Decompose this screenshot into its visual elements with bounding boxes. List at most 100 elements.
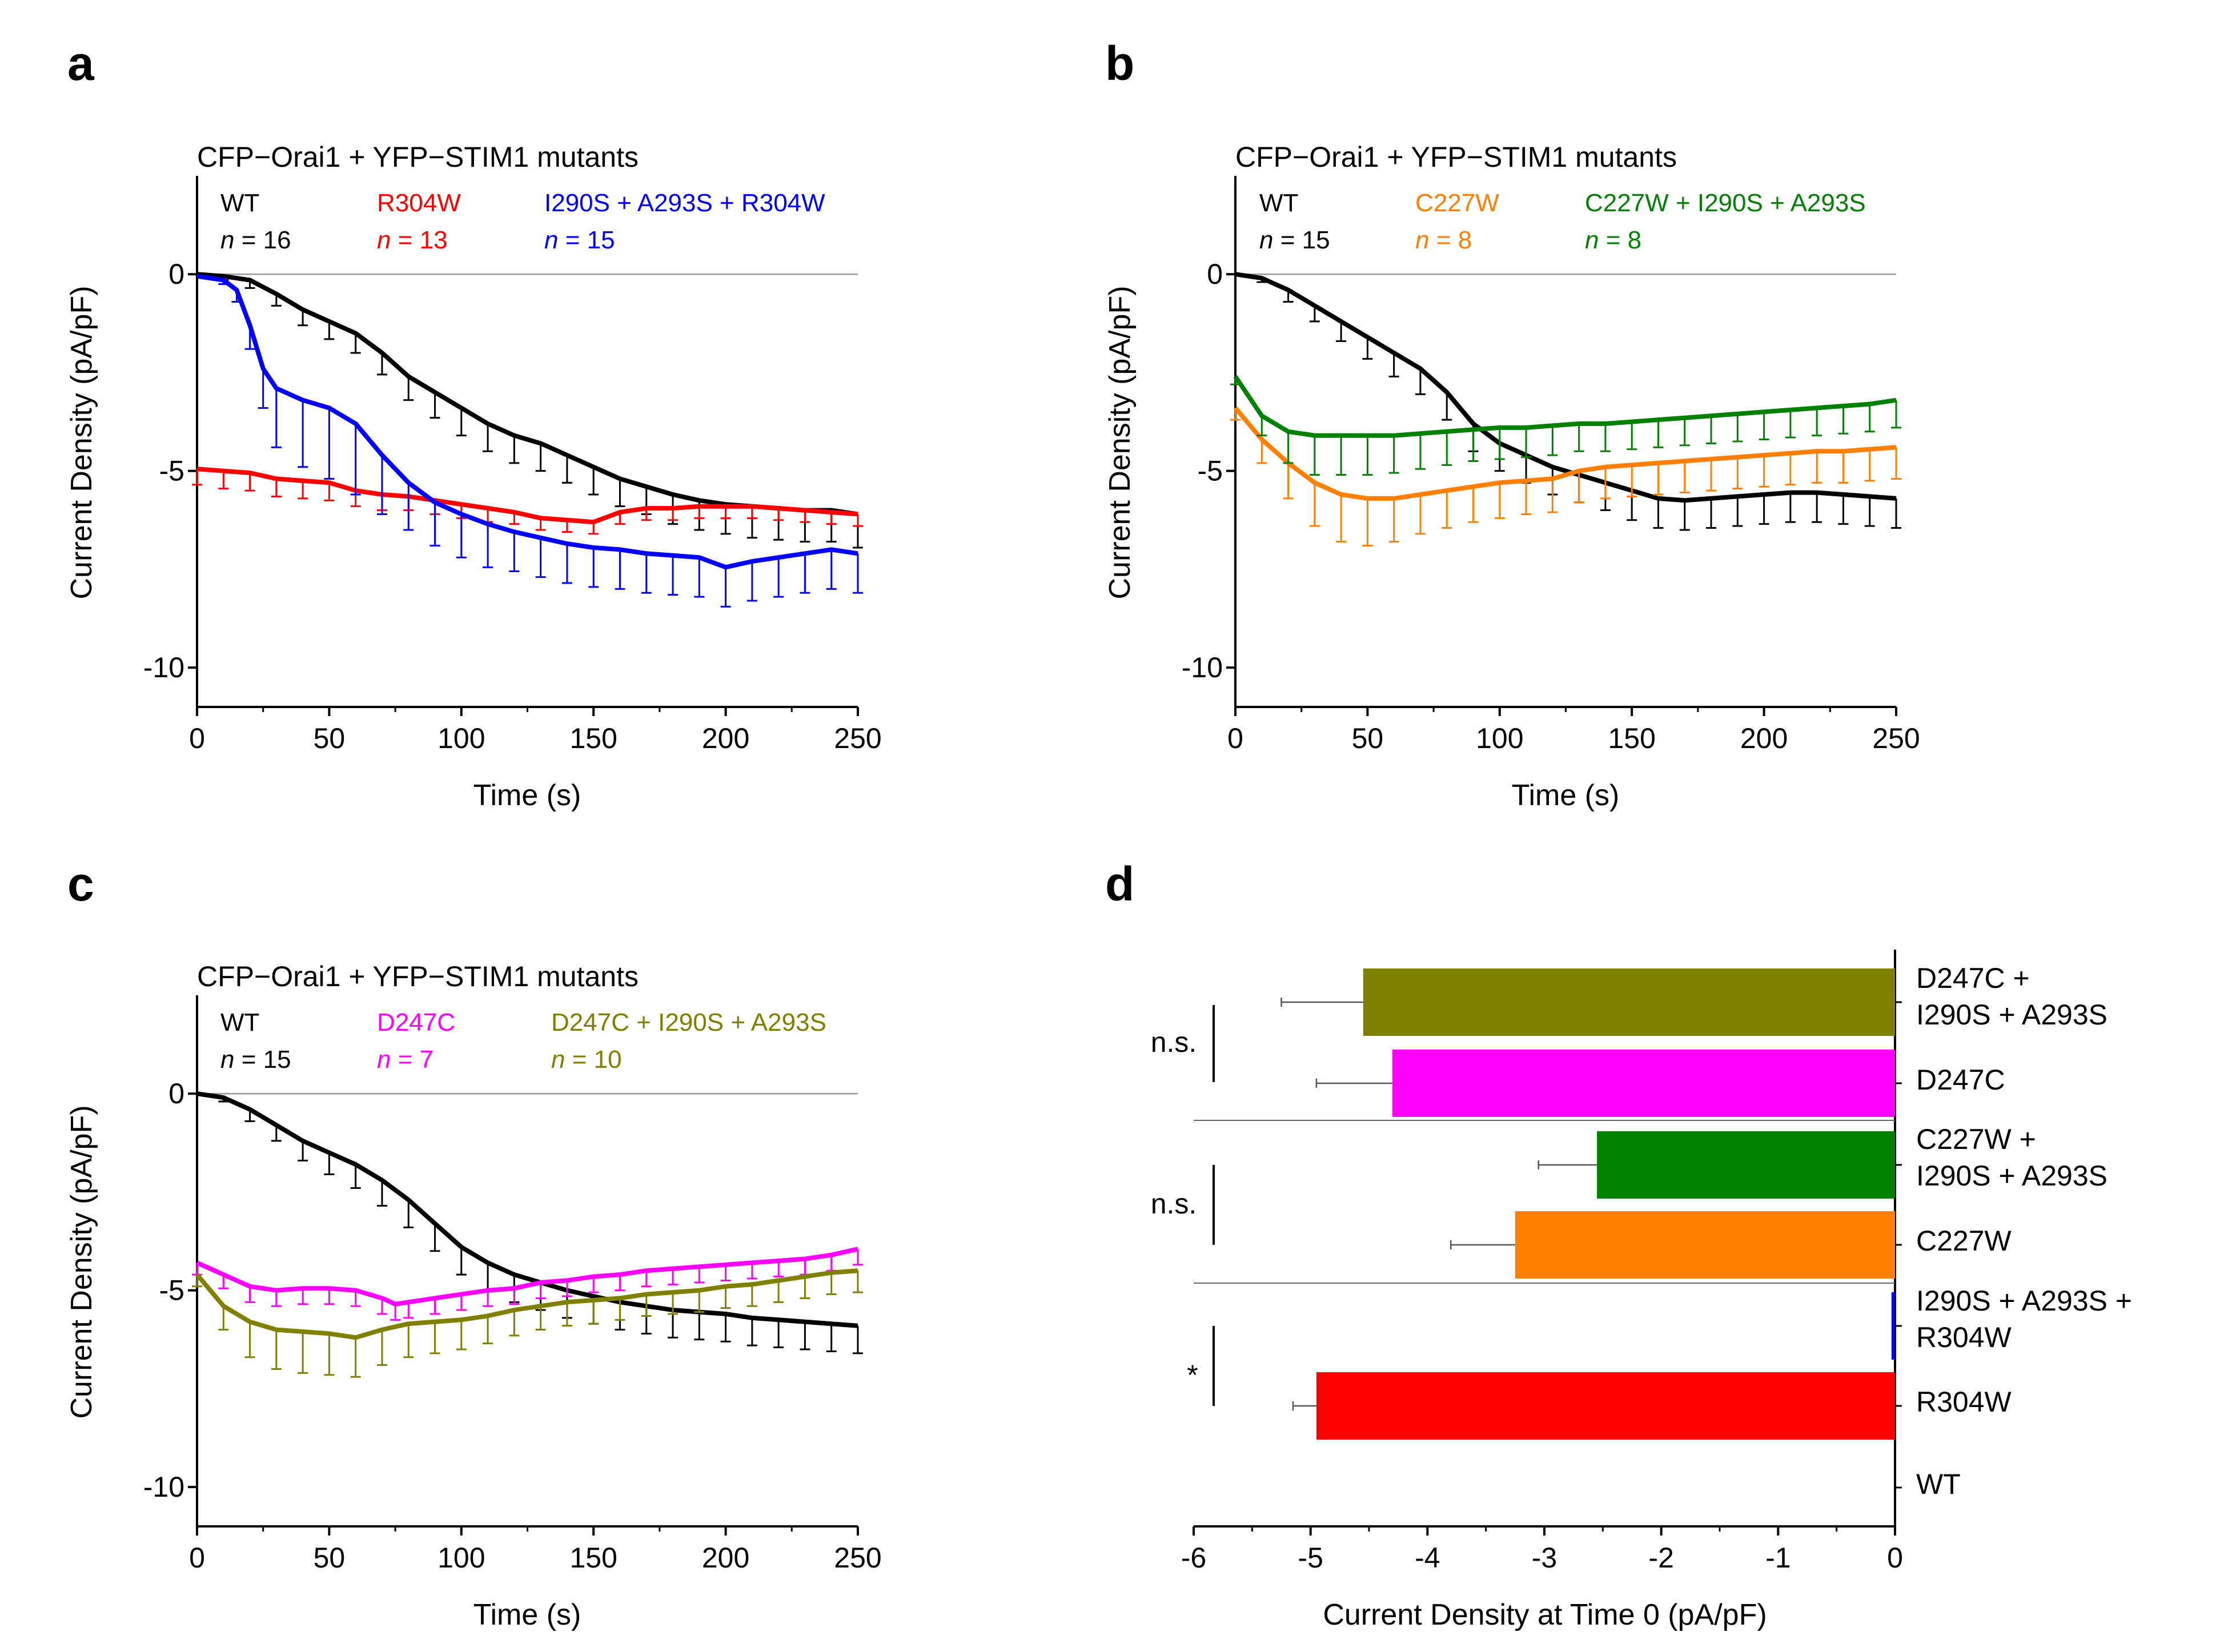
panel-b-xtick-label-200: 200 bbox=[1740, 722, 1788, 754]
panel-c-series-d247c bbox=[192, 1247, 863, 1321]
panel-a-title: CFP−Orai1 + YFP−STIM1 mutants bbox=[197, 141, 639, 173]
significance-label-c227w: n.s. bbox=[1151, 1188, 1197, 1220]
significance-label-d247c: n.s. bbox=[1151, 1026, 1197, 1058]
panel-b-ylabel: Current Density (pA/pF) bbox=[1103, 286, 1137, 599]
significance-label-r304w: * bbox=[1187, 1359, 1198, 1391]
panel-a-line-i290s-a293s-r304w bbox=[196, 274, 858, 570]
category-label-c227w: C227W bbox=[1916, 1225, 2012, 1257]
legend-a-triple-name: I290S + A293S + R304W bbox=[544, 189, 825, 217]
bar-c227w bbox=[1515, 1211, 1895, 1279]
panel-d-xtick-label-4: -4 bbox=[1415, 1542, 1440, 1574]
panel-b-xtick-label-100: 100 bbox=[1476, 722, 1523, 754]
panel-a-xtick-label-200: 200 bbox=[702, 722, 749, 754]
panel-b-line-wt bbox=[1235, 272, 1897, 503]
panel-a-xtick-label-100: 100 bbox=[437, 722, 485, 754]
category-label-r304w-combo: I290S + A293S + R304W bbox=[1916, 1285, 2132, 1353]
panel-a-xtick-label-50: 50 bbox=[314, 722, 346, 754]
legend-b-wt-n: n = 15 bbox=[1259, 226, 1330, 254]
legend-b-triple-name: C227W + I290S + A293S bbox=[1585, 189, 1866, 217]
panel-c-xtick-label-100: 100 bbox=[437, 1542, 485, 1574]
legend-b-c227w-name: C227W bbox=[1415, 189, 1499, 217]
panel-b: b CFP−Orai1 + YFP−STIM1 mutants WT n = 1… bbox=[1103, 37, 1920, 812]
panel-c-xtick-label-50: 50 bbox=[314, 1542, 346, 1574]
legend-b-c227w-n: n = 8 bbox=[1415, 226, 1472, 254]
panel-d-xtick-label-1: -1 bbox=[1765, 1542, 1791, 1574]
panel-letter-b: b bbox=[1105, 37, 1134, 90]
panel-c-legend: WT n = 15 D247C n = 7 D247C + I290S + A2… bbox=[220, 1008, 826, 1074]
panel-letter-a: a bbox=[67, 37, 95, 90]
panel-b-series-c227w bbox=[1230, 406, 1901, 547]
panel-b-ytick-label-5: -5 bbox=[1198, 455, 1223, 487]
panel-a-ytick-label-0: 0 bbox=[168, 258, 184, 290]
panel-d-xtick-label-0: 0 bbox=[1887, 1542, 1903, 1574]
legend-c-triple-n: n = 10 bbox=[551, 1046, 622, 1074]
panel-a-xtick-label-0: 0 bbox=[189, 722, 205, 754]
legend-a-wt-n: n = 16 bbox=[220, 226, 291, 254]
panel-d-xtick-label-6: -6 bbox=[1181, 1542, 1206, 1574]
panel-c-ytick-label-0: 0 bbox=[168, 1078, 184, 1110]
panel-b-ytick-label-0: 0 bbox=[1207, 258, 1223, 290]
panel-b-title: CFP−Orai1 + YFP−STIM1 mutants bbox=[1235, 141, 1677, 173]
panel-c-title: CFP−Orai1 + YFP−STIM1 mutants bbox=[197, 960, 639, 992]
panel-d-xtick-label-2: -2 bbox=[1648, 1542, 1673, 1574]
panel-c-line-d247c bbox=[196, 1247, 858, 1307]
panel-a-ylabel: Current Density (pA/pF) bbox=[65, 286, 98, 599]
panel-b-line-c227w-i290s-a293s bbox=[1233, 375, 1897, 438]
panel-a-ytick-label-5: -5 bbox=[159, 455, 184, 487]
panel-b-xlabel: Time (s) bbox=[1512, 779, 1620, 812]
panel-c-series-d247c-i290s-a293s bbox=[192, 1268, 863, 1378]
bar-i290s-a293s-r304w bbox=[1891, 1292, 1895, 1360]
legend-a-r304w-name: R304W bbox=[377, 189, 461, 217]
bar-d247c bbox=[1392, 1050, 1895, 1117]
panel-a: a CFP−Orai1 + YFP−STIM1 mutants WT n = 1… bbox=[65, 37, 882, 812]
category-label-c227w-combo: C227W + I290S + A293S bbox=[1916, 1123, 2107, 1192]
legend-c-wt-n: n = 15 bbox=[220, 1046, 291, 1074]
panel-d-xtick-label-5: -5 bbox=[1298, 1542, 1323, 1574]
category-label-r304w: R304W bbox=[1916, 1386, 2012, 1418]
panel-c-xlabel: Time (s) bbox=[473, 1598, 581, 1631]
panel-b-series-c227w-i290s-a293s bbox=[1230, 375, 1901, 476]
panel-d-category-labels: D247C + I290S + A293S D247C C227W + I290S … bbox=[1916, 962, 2132, 1500]
panel-d-significance: n.s. n.s. * bbox=[1151, 1026, 1198, 1391]
legend-a-triple-n: n = 15 bbox=[544, 226, 615, 254]
panel-d-xtick-label-3: -3 bbox=[1532, 1542, 1557, 1574]
category-label-d247c-combo: D247C + I290S + A293S bbox=[1916, 962, 2107, 1031]
panel-b-ytick-label-10: -10 bbox=[1182, 652, 1223, 684]
panel-c-ytick-label-10: -10 bbox=[143, 1471, 184, 1503]
panel-b-xtick-label-150: 150 bbox=[1608, 722, 1655, 754]
panel-d-xlabel: Current Density at Time 0 (pA/pF) bbox=[1323, 1598, 1767, 1631]
panel-letter-c: c bbox=[67, 857, 94, 911]
legend-c-triple-name: D247C + I290S + A293S bbox=[551, 1008, 826, 1036]
legend-c-d247c-n: n = 7 bbox=[377, 1046, 433, 1074]
panel-b-xtick-label-0: 0 bbox=[1227, 722, 1243, 754]
legend-b-wt-name: WT bbox=[1259, 189, 1298, 217]
panel-a-legend: WT n = 16 R304W n = 13 I290S + A293S + R… bbox=[220, 189, 825, 254]
category-label-d247c: D247C bbox=[1916, 1064, 2005, 1096]
panel-c-line-d247c-i290s-a293s bbox=[195, 1268, 858, 1340]
panel-c-series-wt bbox=[196, 1091, 863, 1354]
bar-r304w bbox=[1316, 1372, 1895, 1440]
legend-b-triple-n: n = 8 bbox=[1585, 226, 1641, 254]
panel-b-legend: WT n = 15 C227W n = 8 C227W + I290S + A2… bbox=[1259, 189, 1866, 254]
panel-a-xtick-label-250: 250 bbox=[834, 722, 881, 754]
panel-c-ytick-label-5: -5 bbox=[159, 1275, 184, 1307]
bar-c227w-i290s-a293s bbox=[1597, 1131, 1895, 1199]
panel-b-xtick-label-250: 250 bbox=[1872, 722, 1920, 754]
panel-letter-d: d bbox=[1105, 857, 1134, 911]
panel-a-series-i290s-a293s-r304w bbox=[196, 274, 863, 608]
panel-a-xlabel: Time (s) bbox=[473, 779, 581, 812]
panel-c-ylabel: Current Density (pA/pF) bbox=[65, 1105, 98, 1418]
panel-c-xtick-label-200: 200 bbox=[702, 1542, 749, 1574]
panel-b-xtick-label-50: 50 bbox=[1352, 722, 1384, 754]
panel-c-xtick-label-250: 250 bbox=[834, 1542, 881, 1574]
panel-d: d Current Density at Time 0 (pA/pF) D247… bbox=[1105, 857, 2132, 1631]
panel-a-xtick-label-150: 150 bbox=[569, 722, 617, 754]
panel-a-ytick-label-10: -10 bbox=[143, 652, 184, 684]
panel-b-line-c227w bbox=[1233, 406, 1897, 501]
legend-a-wt-name: WT bbox=[220, 189, 259, 217]
panel-c: c CFP−Orai1 + YFP−STIM1 mutants WT n = 1… bbox=[65, 857, 882, 1631]
bar-d247c-i290s-a293s bbox=[1363, 968, 1895, 1036]
panel-c-xtick-label-150: 150 bbox=[569, 1542, 617, 1574]
legend-a-r304w-n: n = 13 bbox=[377, 226, 448, 254]
